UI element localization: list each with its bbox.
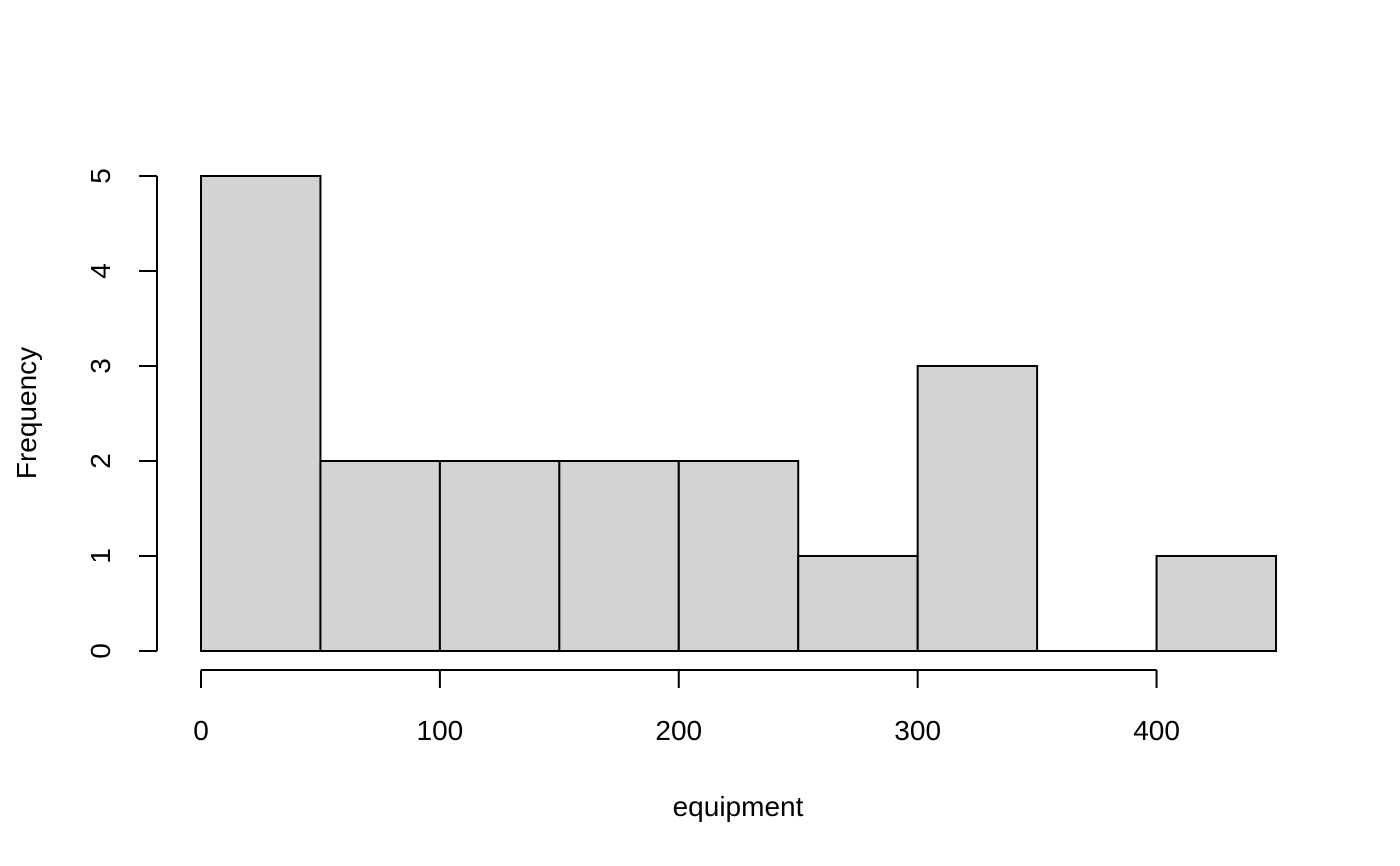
y-tick-label: 2 — [85, 453, 116, 469]
y-axis-label: Frequency — [11, 347, 42, 479]
histogram-bar-8 — [1155, 555, 1277, 652]
x-tick-label: 200 — [655, 715, 702, 746]
y-axis: 0 1 2 3 4 5 — [85, 168, 158, 659]
histogram-bar-6 — [916, 365, 1039, 652]
y-tick-label: 1 — [85, 548, 116, 564]
histogram-bar-1 — [319, 460, 441, 652]
x-tick-label: 100 — [417, 715, 464, 746]
y-tick-label: 3 — [85, 358, 116, 374]
x-tick-label: 400 — [1133, 715, 1180, 746]
histogram-bar-4 — [677, 460, 800, 652]
x-tick-label: 0 — [193, 715, 209, 746]
y-tick-label: 5 — [85, 168, 116, 184]
histogram-bar-0 — [200, 175, 322, 652]
bars-group — [200, 175, 1277, 652]
x-tick-label: 300 — [894, 715, 941, 746]
histogram-bar-3 — [558, 460, 680, 652]
histogram-bar-2 — [438, 460, 561, 652]
x-axis: 0 100 200 300 400 — [193, 669, 1180, 746]
y-tick-label: 0 — [85, 643, 116, 659]
y-tick-label: 4 — [85, 263, 116, 279]
histogram-bar-5 — [797, 555, 919, 652]
x-axis-label: equipment — [673, 791, 804, 822]
